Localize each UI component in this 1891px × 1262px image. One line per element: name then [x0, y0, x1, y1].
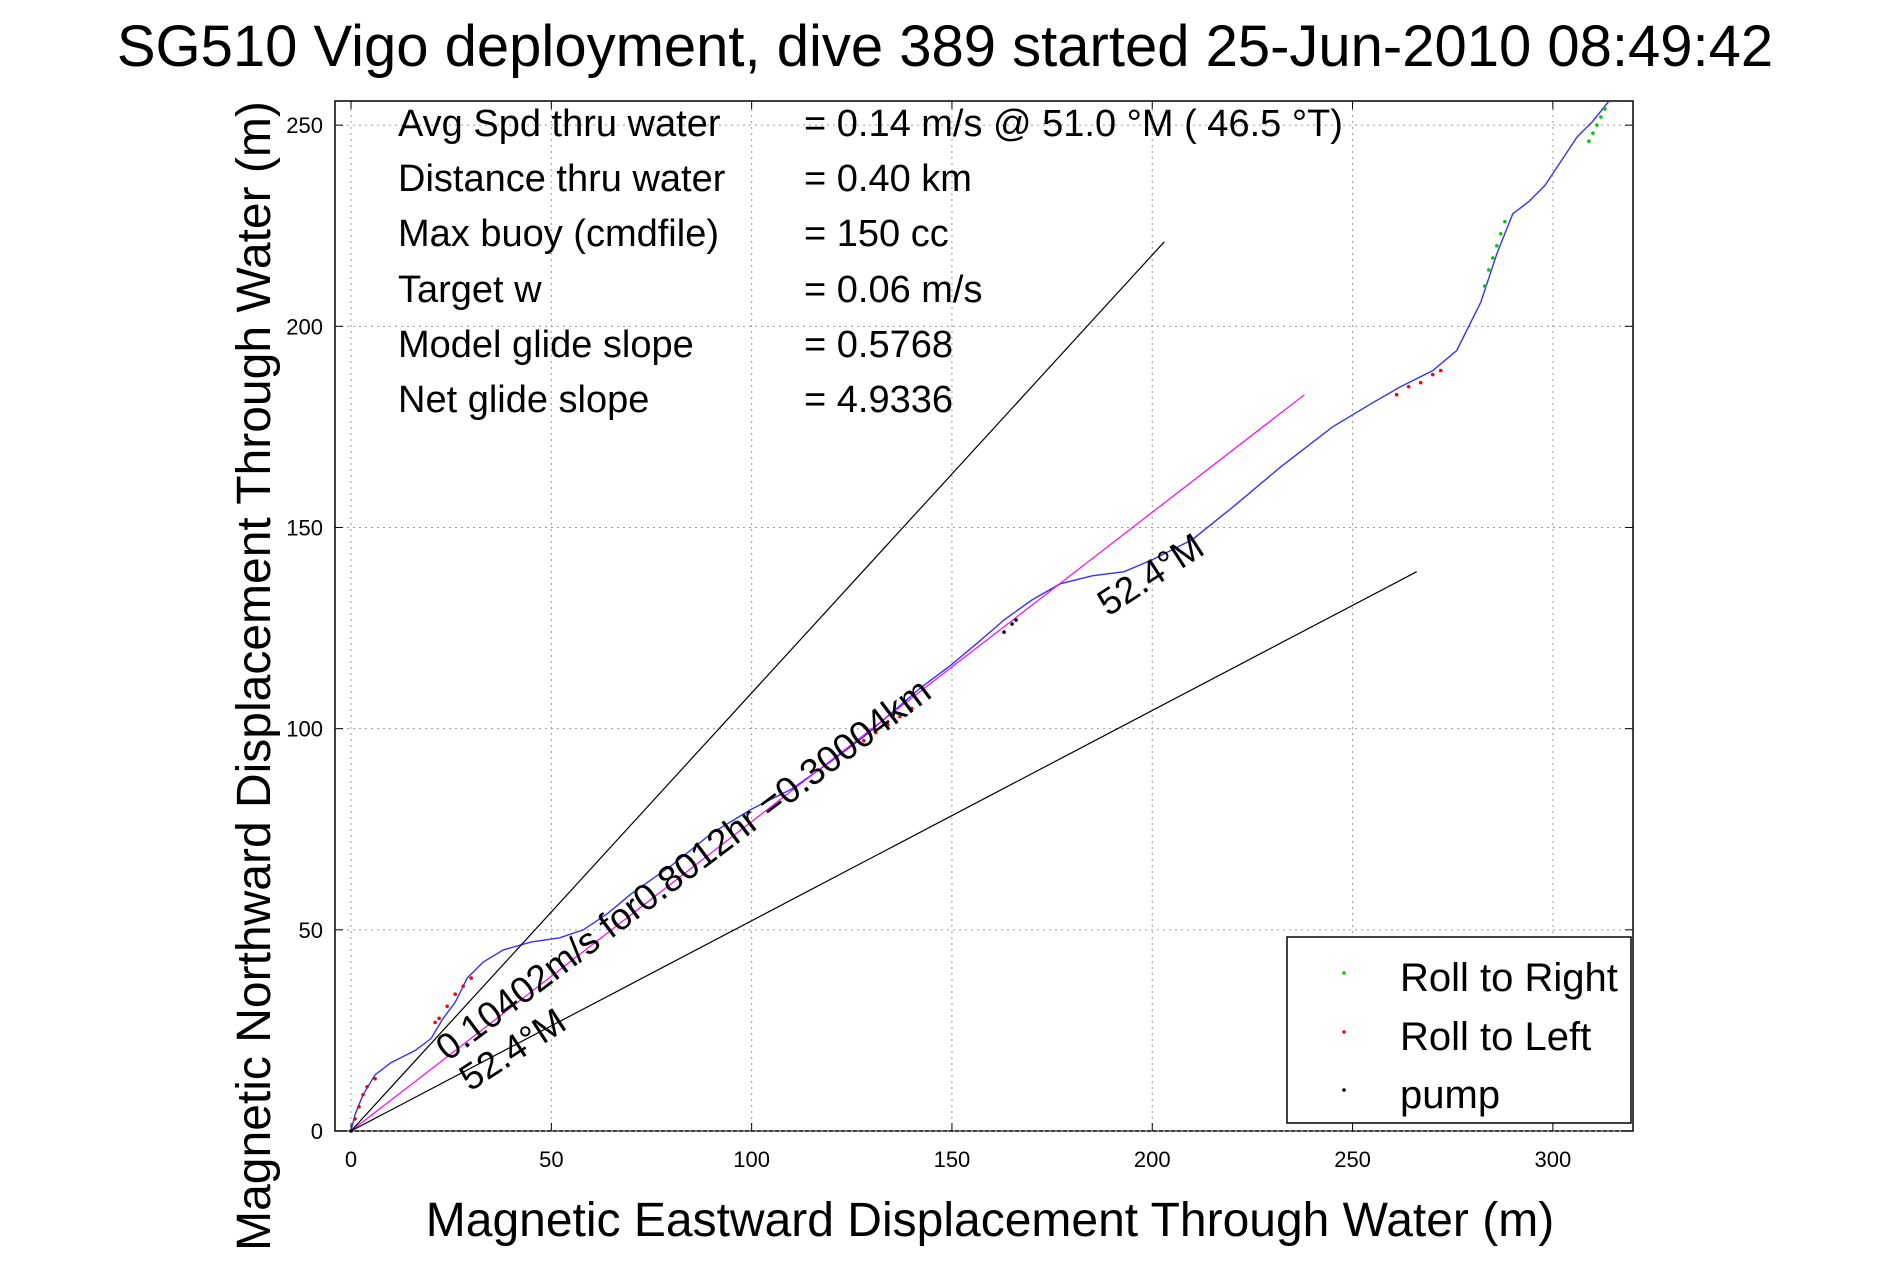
roll-left-marker — [1394, 392, 1399, 397]
pump-marker — [349, 1129, 353, 1133]
stat-value-model-glide: = 0.5768 — [804, 324, 953, 366]
stat-value-distance: = 0.40 km — [804, 158, 972, 200]
stat-value-max-buoy: = 150 cc — [804, 213, 949, 255]
roll-left-marker — [886, 722, 890, 727]
roll-left-marker — [1418, 380, 1423, 385]
legend-marker-pump — [1342, 1088, 1346, 1092]
legend: Roll to Right Roll to Left pump — [1286, 936, 1632, 1124]
roll-left-marker — [469, 976, 474, 980]
y-tick-label: 250 — [286, 113, 323, 138]
stats-block: Avg Spd thru water = 0.14 m/s @ 51.0 °M … — [398, 103, 1343, 421]
roll-left-marker — [1438, 368, 1443, 373]
upper-bound-line — [350, 241, 1165, 1132]
series-lines — [350, 100, 1610, 1132]
y-tick-label: 50 — [299, 918, 323, 943]
roll-left-marker — [433, 1020, 437, 1025]
roll-left-marker — [910, 706, 914, 711]
roll-left-marker — [445, 1004, 449, 1009]
heading-line — [350, 394, 1305, 1132]
y-tick-label: 0 — [311, 1119, 323, 1144]
roll-left-marker — [453, 992, 457, 997]
roll-right-marker — [1490, 256, 1495, 260]
legend-label-roll-left: Roll to Left — [1400, 1015, 1591, 1059]
roll-left-marker — [357, 1105, 361, 1109]
stat-value-avg-speed: = 0.14 m/s @ 51.0 °M ( 46.5 °T) — [804, 103, 1343, 145]
legend-label-pump: pump — [1400, 1073, 1500, 1117]
roll-left-marker — [1406, 384, 1411, 389]
track-line — [350, 100, 1610, 1132]
roll-right-marker — [1591, 131, 1595, 135]
pump-marker — [1002, 630, 1006, 634]
stat-label-target-w: Target w — [398, 269, 542, 311]
y-tick-label: 150 — [286, 515, 323, 540]
roll-left-marker — [365, 1084, 369, 1089]
x-tick-label: 200 — [1134, 1147, 1171, 1172]
legend-box — [1286, 936, 1632, 1124]
x-tick-label: 300 — [1535, 1147, 1572, 1172]
chart-title: SG510 Vigo deployment, dive 389 started … — [117, 14, 1773, 79]
grid — [335, 101, 1633, 1132]
roll-left-marker — [461, 984, 465, 988]
x-axis-label: Magnetic Eastward Displacement Through W… — [426, 1194, 1554, 1247]
stat-value-net-glide: = 4.9336 — [804, 379, 953, 421]
roll-left-marker — [437, 1016, 441, 1021]
roll-left-marker — [862, 738, 866, 743]
roll-right-marker — [1498, 231, 1503, 236]
legend-marker-roll-left — [1342, 1030, 1346, 1034]
axis-ticks: 0 50 100 150 200 250 300 0 50 100 150 200 250 — [286, 101, 1633, 1172]
pump-marker — [1014, 618, 1018, 622]
roll-left-marker — [898, 714, 902, 719]
roll-right-marker — [1486, 268, 1491, 272]
roll-left-marker — [361, 1092, 365, 1097]
roll-right-marker — [1503, 219, 1507, 224]
roll-left-marker — [1430, 372, 1435, 377]
stat-label-net-glide: Net glide slope — [398, 379, 649, 421]
x-tick-label: 50 — [539, 1147, 563, 1172]
x-tick-label: 0 — [345, 1147, 357, 1172]
roll-left-marker — [874, 730, 878, 735]
stat-label-avg-speed: Avg Spd thru water — [398, 103, 721, 145]
stat-value-target-w: = 0.06 m/s — [804, 269, 982, 311]
legend-marker-roll-right — [1342, 971, 1346, 975]
legend-label-roll-right: Roll to Right — [1400, 956, 1618, 1000]
y-tick-label: 200 — [286, 314, 323, 339]
roll-right-marker — [1595, 123, 1599, 127]
lower-bound-line — [350, 571, 1417, 1132]
y-tick-label: 100 — [286, 717, 323, 742]
x-tick-label: 250 — [1334, 1147, 1371, 1172]
roll-right-marker — [1603, 107, 1607, 111]
stat-label-model-glide: Model glide slope — [398, 324, 694, 366]
roll-left-marker — [353, 1117, 357, 1121]
x-tick-label: 150 — [934, 1147, 971, 1172]
roll-right-marker — [1599, 115, 1603, 119]
roll-right-marker — [1494, 244, 1499, 248]
roll-right-marker — [1587, 139, 1591, 144]
roll-right-marker — [1482, 284, 1487, 288]
y-axis-label: Magnetic Northward Displacement Through … — [228, 101, 281, 1251]
x-tick-label: 100 — [733, 1147, 770, 1172]
series-markers — [349, 107, 1607, 1133]
stat-label-max-buoy: Max buoy (cmdfile) — [398, 213, 719, 255]
stat-label-distance: Distance thru water — [398, 158, 726, 200]
pump-marker — [1010, 622, 1014, 626]
roll-left-marker — [373, 1076, 377, 1081]
